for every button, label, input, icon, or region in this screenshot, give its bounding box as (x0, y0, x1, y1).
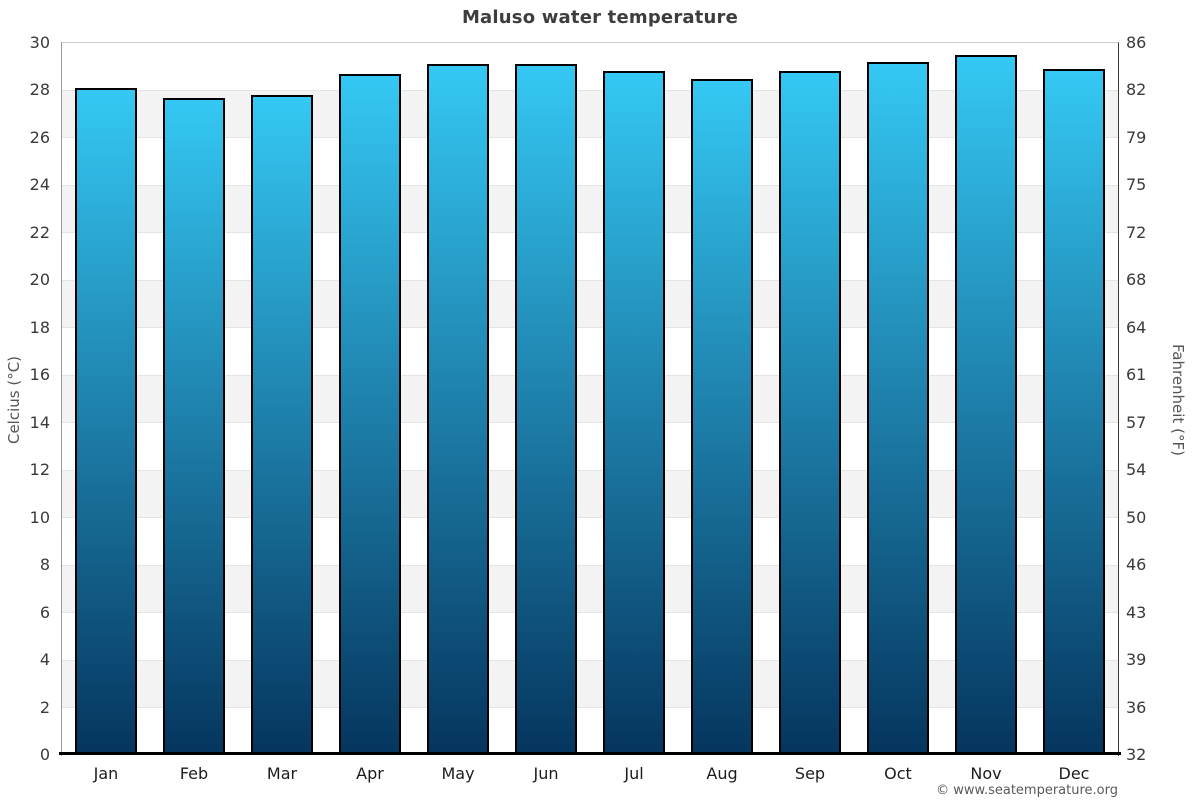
month-label-dec: Dec (1058, 764, 1090, 783)
ytick-celsius-8: 8 (39, 555, 50, 575)
bar-aug (691, 78, 753, 755)
copyright-footer: © www.seatemperature.org (936, 783, 1118, 798)
ytick-fahrenheit-39: 39 (1126, 650, 1147, 670)
grid-band (62, 137, 1118, 186)
ytick-fahrenheit-32: 32 (1126, 745, 1147, 764)
grid-band (62, 327, 1118, 376)
grid-band (62, 707, 1118, 755)
ytick-celsius-4: 4 (39, 650, 50, 670)
grid-band (62, 565, 1118, 613)
grid-band (62, 185, 1118, 233)
ytick-fahrenheit-54: 54 (1126, 460, 1147, 480)
ytick-fahrenheit-46: 46 (1126, 555, 1147, 575)
month-label-jul: Jul (624, 764, 644, 783)
ytick-fahrenheit-36: 36 (1126, 697, 1147, 717)
bar-jan (75, 88, 137, 755)
ytick-fahrenheit-68: 68 (1126, 270, 1147, 290)
bar-nov (955, 54, 1017, 755)
ytick-celsius-18: 18 (29, 317, 50, 337)
grid-band (62, 660, 1118, 708)
grid-band (62, 422, 1118, 471)
bar-mar (251, 95, 313, 755)
ytick-celsius-22: 22 (29, 222, 50, 242)
bar-sep (779, 71, 841, 755)
ytick-celsius-16: 16 (29, 365, 50, 385)
bar-jul (603, 71, 665, 755)
ytick-celsius-10: 10 (29, 507, 50, 527)
ytick-celsius-2: 2 (39, 697, 50, 717)
month-label-oct: Oct (884, 764, 912, 783)
month-label-sep: Sep (794, 764, 826, 783)
ytick-celsius-28: 28 (29, 80, 50, 100)
plot-area (61, 42, 1119, 756)
ytick-fahrenheit-75: 75 (1126, 175, 1147, 195)
grid-band (62, 470, 1118, 518)
month-label-jan: Jan (93, 764, 119, 783)
ytick-fahrenheit-82: 82 (1126, 80, 1147, 100)
bar-may (427, 64, 489, 755)
ytick-celsius-0: 0 (39, 745, 50, 764)
bar-dec (1043, 69, 1105, 755)
ytick-fahrenheit-43: 43 (1126, 602, 1147, 622)
ytick-celsius-12: 12 (29, 460, 50, 480)
grid-band (62, 517, 1118, 566)
chart-title: Maluso water temperature (461, 7, 739, 28)
month-label-apr: Apr (356, 764, 384, 783)
grid-band (62, 90, 1118, 138)
ytick-celsius-14: 14 (29, 412, 50, 432)
ytick-fahrenheit-86: 86 (1126, 33, 1147, 52)
ytick-celsius-6: 6 (39, 602, 50, 622)
bar-feb (163, 97, 225, 755)
bar-oct (867, 61, 929, 755)
month-label-aug: Aug (706, 764, 738, 783)
grid-band (62, 612, 1118, 661)
y-axis-label-celsius: Celcius (°C) (5, 355, 23, 445)
ytick-fahrenheit-61: 61 (1126, 365, 1147, 385)
ytick-fahrenheit-50: 50 (1126, 507, 1147, 527)
ytick-celsius-24: 24 (29, 175, 50, 195)
ytick-fahrenheit-79: 79 (1126, 127, 1147, 147)
x-axis-line (59, 752, 1121, 755)
month-label-mar: Mar (266, 764, 298, 783)
month-label-may: May (441, 764, 475, 783)
ytick-celsius-20: 20 (29, 270, 50, 290)
bar-jun (515, 64, 577, 755)
ytick-celsius-30: 30 (29, 33, 50, 52)
grid-band (62, 43, 1118, 91)
ytick-fahrenheit-64: 64 (1126, 317, 1147, 337)
grid-band (62, 375, 1118, 423)
month-label-nov: Nov (970, 764, 1002, 783)
y-axis-label-fahrenheit: Fahrenheit (°F) (1169, 344, 1187, 456)
ytick-fahrenheit-57: 57 (1126, 412, 1147, 432)
ytick-fahrenheit-72: 72 (1126, 222, 1147, 242)
month-label-jun: Jun (533, 764, 559, 783)
bar-apr (339, 73, 401, 755)
ytick-celsius-26: 26 (29, 127, 50, 147)
grid-band (62, 280, 1118, 328)
month-label-feb: Feb (179, 764, 209, 783)
grid-band (62, 232, 1118, 281)
